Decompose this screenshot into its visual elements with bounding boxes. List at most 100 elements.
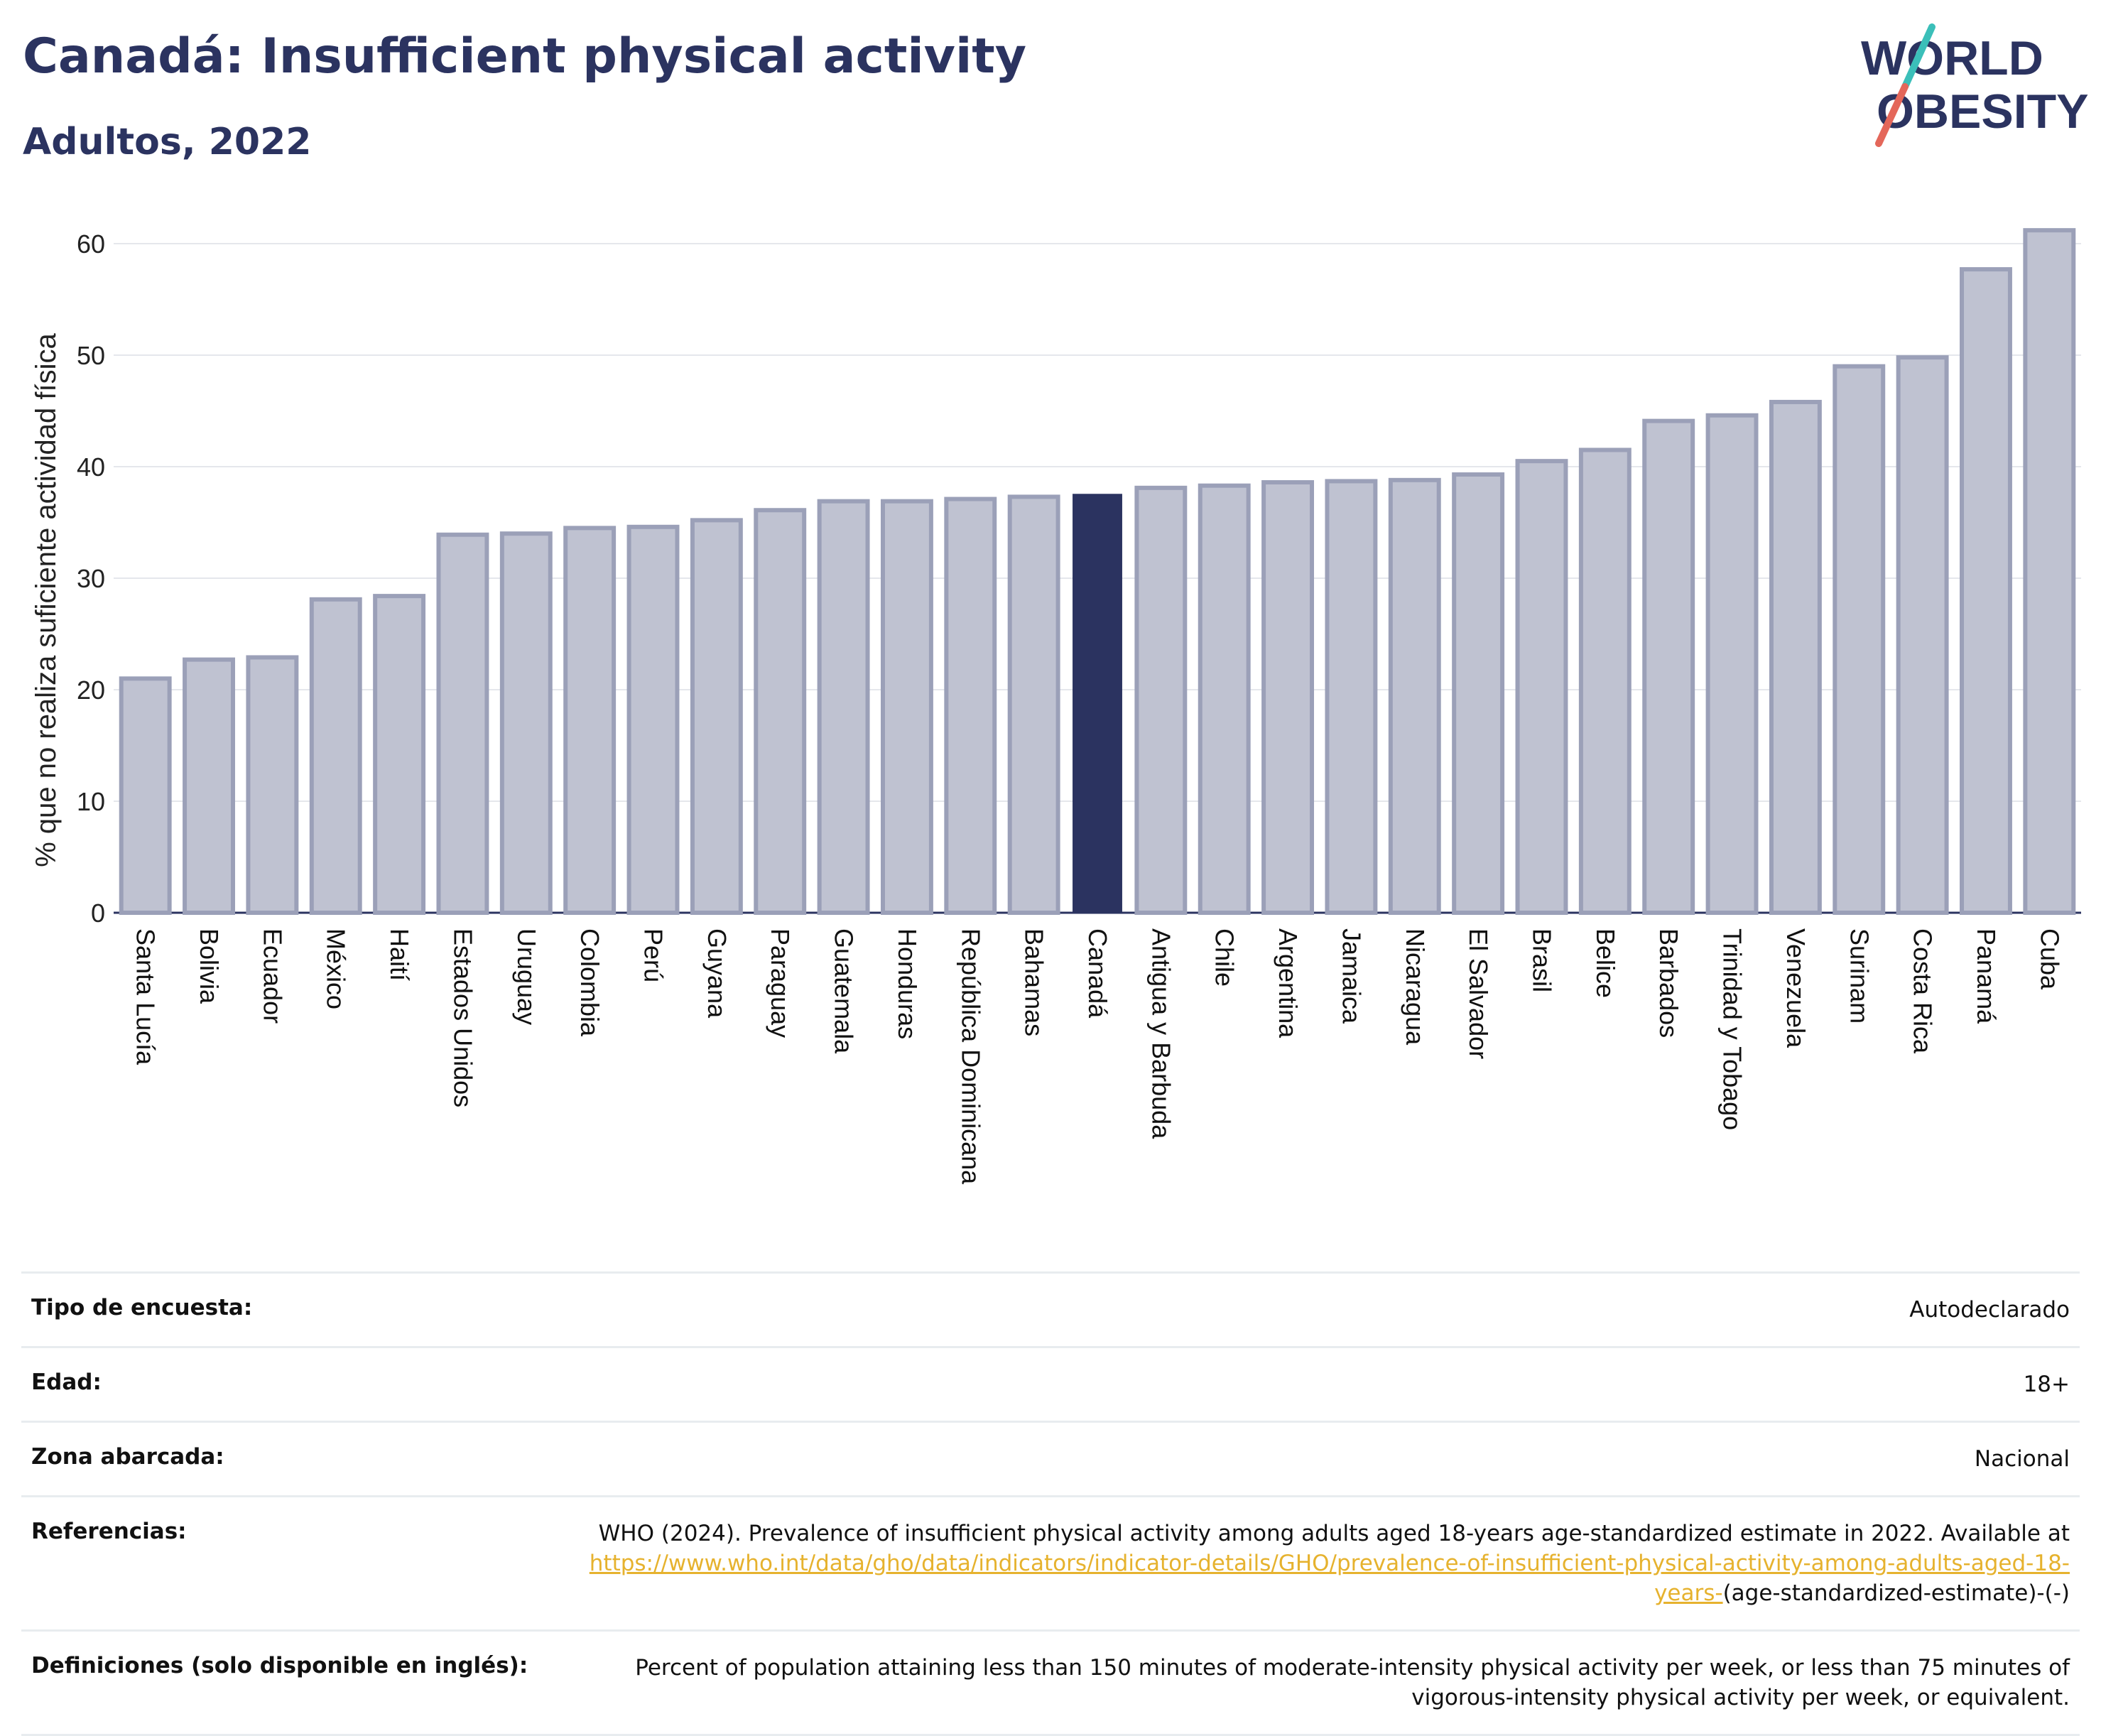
x-tick-label: México [322, 928, 351, 1009]
bar-haití [373, 594, 426, 915]
x-tick-label: Venezuela [1781, 928, 1810, 1048]
x-tick-label: Trinidad y Tobago [1718, 928, 1747, 1130]
metadata-table: Tipo de encuesta: Autodeclarado Edad: 18… [21, 1271, 2080, 1736]
y-tick-label: 50 [77, 341, 105, 370]
page-title: Canadá: Insufficient physical activity [23, 28, 1027, 85]
meta-age-value: 18+ [2023, 1372, 2070, 1397]
bar-ecuador [246, 655, 299, 915]
bar-república-dominicana [944, 497, 997, 915]
bar-guyana [690, 518, 743, 915]
meta-refs-label: Referencias: [31, 1519, 187, 1544]
bar-santa-lucía [119, 676, 172, 915]
meta-row-age: Edad: 18+ [21, 1346, 2080, 1421]
meta-refs-value: WHO (2024). Prevalence of insufficient p… [578, 1519, 2070, 1608]
page-subtitle: Adultos, 2022 [23, 121, 312, 163]
x-tick-label: Barbados [1654, 928, 1683, 1038]
refs-text: WHO (2024). Prevalence of insufficient p… [598, 1521, 2070, 1546]
bar-uruguay [499, 531, 553, 915]
bar-estados-unidos [436, 532, 489, 915]
bar-cuba [2023, 228, 2076, 916]
x-tick-label: Paraguay [766, 928, 795, 1038]
meta-defs-label: Definiciones (solo disponible en inglés)… [31, 1653, 528, 1678]
bar-bahamas [1007, 494, 1060, 915]
y-axis-ticks: 0 10 20 30 40 50 60 [77, 229, 105, 928]
meta-row-refs: Referencias: WHO (2024). Prevalence of i… [21, 1495, 2080, 1629]
bar-colombia [563, 526, 617, 916]
bar-paraguay [754, 508, 807, 916]
y-tick-label: 60 [77, 229, 105, 259]
x-tick-label: Bolivia [195, 928, 224, 1004]
x-tick-label: Santa Lucía [131, 928, 161, 1065]
bar-antigua-y-barbuda [1134, 485, 1188, 915]
meta-survey-value: Autodeclarado [1909, 1297, 2070, 1323]
y-tick-label: 30 [77, 564, 105, 593]
logo-line1: WORLD [1861, 31, 2043, 85]
y-tick-label: 10 [77, 787, 105, 816]
x-tick-label: Colombia [575, 928, 604, 1037]
x-tick-label: Argentina [1274, 928, 1303, 1038]
x-tick-label: Guatemala [830, 928, 859, 1054]
meta-age-label: Edad: [31, 1369, 102, 1395]
bar-perú [626, 524, 680, 915]
bar-surinam [1833, 364, 1886, 915]
meta-defs-value: Percent of population attaining less tha… [635, 1655, 2070, 1710]
x-tick-label: Guyana [702, 928, 732, 1019]
bar-venezuela [1769, 399, 1822, 915]
bar-chart: 0 10 20 30 40 50 60 Santa Lucía Bolivia Ecuador M… [31, 228, 2081, 1185]
meta-area-label: Zona abarcada: [31, 1444, 224, 1470]
x-tick-label: Belice [1591, 928, 1620, 998]
logo-slash-bottom [1875, 83, 1909, 147]
x-tick-label: Ecuador [258, 928, 287, 1024]
bar-trinidad-y-tobago [1705, 413, 1759, 915]
x-tick-label: Surinam [1845, 928, 1874, 1024]
x-tick-label: Perú [639, 928, 668, 982]
bar-canadá [1073, 494, 1122, 913]
bar-bolivia [183, 657, 235, 915]
bar-nicaragua [1388, 477, 1441, 915]
x-tick-label: Nicaragua [1401, 928, 1430, 1046]
x-axis-ticks: Santa Lucía Bolivia Ecuador México Haití Esta… [131, 928, 2065, 1185]
x-tick-label: Estados Unidos [448, 928, 477, 1107]
y-tick-label: 0 [91, 899, 105, 928]
meta-area-value: Nacional [1974, 1446, 2070, 1472]
y-tick-label: 40 [77, 452, 105, 482]
x-tick-label: Costa Rica [1909, 928, 1938, 1054]
x-tick-label: Chile [1210, 928, 1239, 987]
world-obesity-logo: WORLD OBESITY [1861, 23, 2088, 147]
chart-bars [119, 228, 2076, 916]
bar-jamaica [1325, 479, 1378, 916]
x-tick-label: Honduras [893, 928, 922, 1039]
y-tick-label: 20 [77, 676, 105, 705]
x-tick-label: Jamaica [1337, 928, 1366, 1024]
x-tick-label: Bahamas [1020, 928, 1049, 1036]
bar-méxico [309, 597, 362, 916]
refs-suffix: (age-standardized-estimate)-(-) [1722, 1580, 2070, 1606]
x-tick-label: Panamá [1972, 928, 2001, 1024]
meta-row-area: Zona abarcada: Nacional [21, 1421, 2080, 1495]
x-tick-label: El Salvador [1464, 928, 1493, 1059]
bar-argentina [1261, 479, 1315, 916]
bar-el-salvador [1452, 472, 1505, 915]
x-tick-label: Antigua y Barbuda [1146, 928, 1176, 1139]
bar-barbados [1642, 418, 1695, 915]
bar-brasil [1515, 459, 1568, 915]
meta-row-defs: Definiciones (solo disponible en inglés)… [21, 1629, 2080, 1736]
x-tick-label: Haití [385, 928, 414, 981]
x-tick-label: Brasil [1527, 928, 1556, 992]
bar-honduras [880, 499, 933, 916]
bar-guatemala [817, 499, 870, 916]
refs-link[interactable]: https://www.who.int/data/gho/data/indica… [589, 1551, 2070, 1606]
y-axis-label: % que no realiza suficiente actividad fí… [31, 332, 62, 867]
bar-belice [1578, 447, 1632, 915]
bar-chile [1198, 483, 1251, 915]
x-tick-label: República Dominicana [956, 928, 985, 1185]
bar-costa-rica [1896, 355, 1949, 915]
x-tick-label: Cuba [2035, 928, 2064, 990]
logo-slash-top [1901, 23, 1936, 90]
x-tick-label: Uruguay [512, 928, 541, 1025]
meta-row-survey: Tipo de encuesta: Autodeclarado [21, 1271, 2080, 1346]
bar-panamá [1960, 267, 2012, 916]
logo-line2: OBESITY [1877, 85, 2088, 139]
x-tick-label: Canadá [1083, 928, 1112, 1019]
meta-survey-label: Tipo de encuesta: [31, 1295, 253, 1320]
